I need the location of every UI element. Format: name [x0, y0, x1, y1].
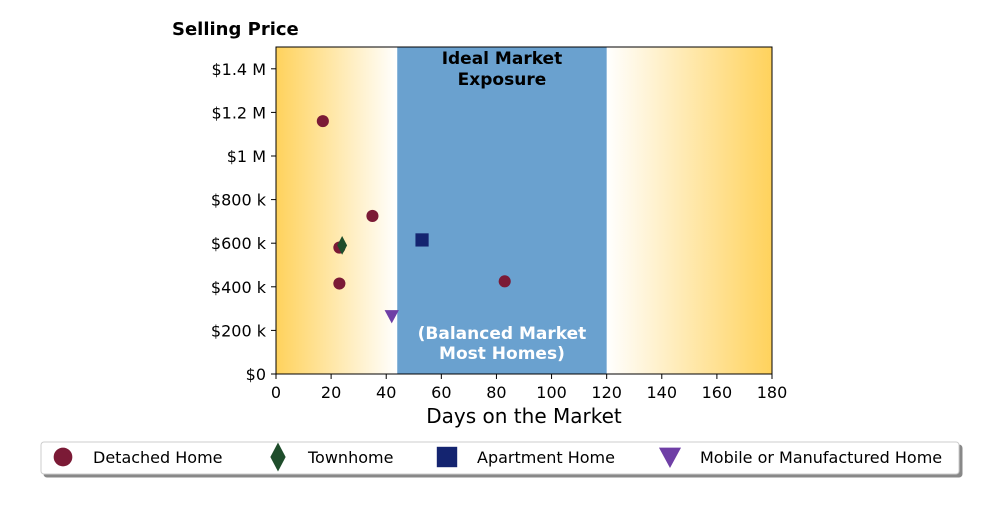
data-point-series-0-4 [498, 275, 511, 288]
legend-item: Detached Home [53, 447, 223, 467]
left-gradient-region [276, 47, 398, 374]
chart-title: Selling Price [172, 19, 299, 40]
x-axis: 0 20 40 60 80 100 120 140 160 180 [271, 374, 787, 402]
data-points [316, 115, 511, 324]
band-label-bottom-line-2: Most Homes) [439, 344, 565, 364]
legend-marker [658, 447, 682, 469]
data-point-series-3-0 [384, 310, 399, 324]
band-label-top-line-1: Ideal Market [442, 49, 563, 69]
y-tick-label: $1.2 M [211, 103, 266, 122]
legend: Detached Home Townhome Apartment Home Mobil… [40, 441, 960, 475]
y-tick-label: $1 M [227, 147, 266, 166]
legend-marker [53, 447, 73, 467]
y-tick-label: $200 k [211, 321, 267, 340]
x-tick-label: 180 [757, 383, 788, 402]
data-point-series-2-0 [415, 233, 429, 247]
legend-item: Townhome [270, 442, 393, 472]
legend-item: Apartment Home [436, 446, 615, 468]
x-tick-label: 20 [321, 383, 341, 402]
x-axis-label: Days on the Market [426, 404, 622, 428]
legend-marker [436, 446, 458, 468]
y-axis: $0 $200 k $400 k $600 k $800 k $1 M $1.2 M $1.4… [211, 60, 276, 384]
x-tick-label: 120 [591, 383, 622, 402]
data-point-series-0-3 [366, 209, 379, 222]
x-tick-label: 140 [647, 383, 678, 402]
right-gradient-region [606, 47, 772, 374]
legend-item: Mobile or Manufactured Home [658, 447, 942, 469]
legend-label: Detached Home [93, 448, 223, 467]
x-tick-label: 100 [536, 383, 567, 402]
ideal-exposure-band [397, 47, 607, 374]
data-point-series-1-0 [337, 236, 348, 255]
legend-box [40, 441, 960, 475]
x-tick-label: 60 [431, 383, 451, 402]
y-tick-label: $1.4 M [211, 60, 266, 79]
y-tick-label: $800 k [211, 191, 267, 210]
legend-marker [270, 442, 286, 472]
legend-label: Mobile or Manufactured Home [700, 448, 942, 467]
legend-label: Apartment Home [477, 448, 615, 467]
x-tick-label: 40 [376, 383, 396, 402]
x-tick-label: 0 [271, 383, 281, 402]
plot-background [276, 47, 772, 374]
data-point-series-0-0 [316, 115, 329, 128]
y-tick-label: $400 k [211, 278, 267, 297]
x-tick-label: 160 [702, 383, 733, 402]
plot-frame [275, 46, 773, 375]
band-label-bottom-line-1: (Balanced Market [418, 324, 587, 344]
y-tick-label: $0 [246, 365, 266, 384]
legend-label: Townhome [307, 448, 393, 467]
x-tick-label: 80 [486, 383, 506, 402]
band-label-top-line-2: Exposure [458, 70, 547, 90]
y-tick-label: $600 k [211, 234, 267, 253]
data-point-series-0-2 [333, 277, 346, 290]
